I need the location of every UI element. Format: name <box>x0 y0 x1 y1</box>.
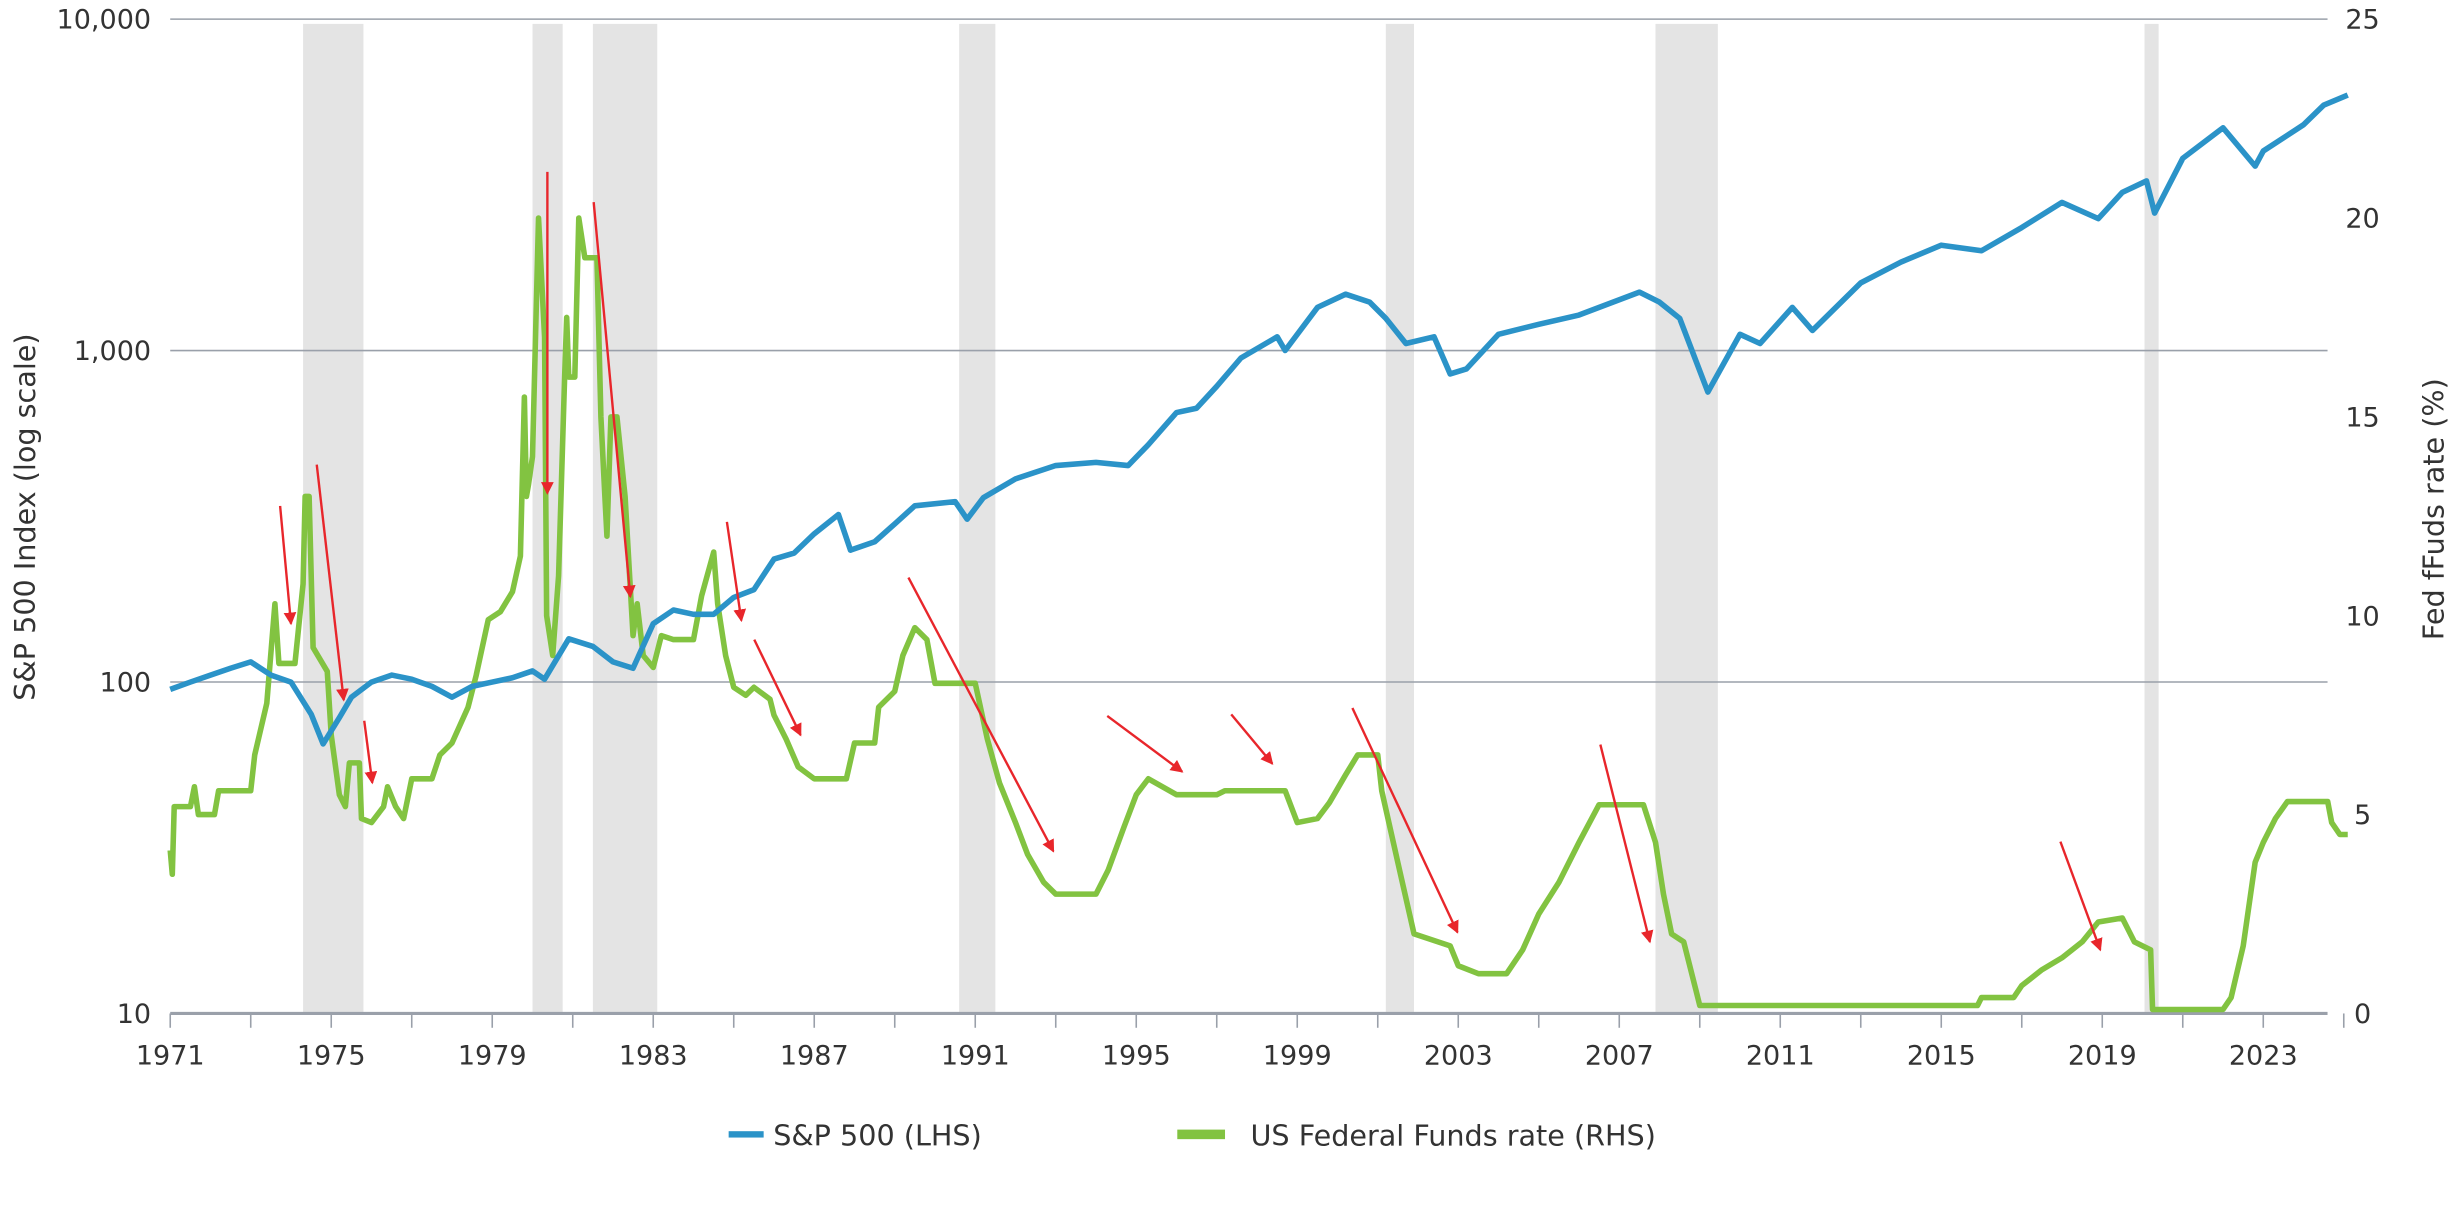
y-left-tick-label: 10,000 <box>57 5 152 36</box>
legend-swatch-sp500 <box>728 1131 764 1138</box>
x-tick-label: 1995 <box>1102 1040 1171 1071</box>
y-right-tick-label: 15 <box>2345 402 2379 433</box>
recession-band <box>1655 23 1718 1014</box>
annotation-arrow <box>907 576 1055 853</box>
y-right-tick-label: 10 <box>2345 601 2379 632</box>
y-right-tick-label: 0 <box>2354 999 2371 1030</box>
x-tick-label: 1979 <box>458 1040 527 1071</box>
x-tick-label: 1999 <box>1263 1040 1332 1071</box>
annotation-arrow <box>278 505 297 626</box>
annotation-arrow <box>315 464 349 702</box>
recession-band <box>1385 23 1414 1014</box>
x-tick-label: 2015 <box>1907 1040 1976 1071</box>
x-tick-label: 2023 <box>2229 1040 2298 1071</box>
legend-label-sp500: S&P 500 (LHS) <box>773 1119 982 1153</box>
annotation-arrow <box>592 201 636 599</box>
legend: S&P 500 (LHS) US Federal Funds rate (RHS… <box>728 1119 1656 1153</box>
x-tick-label: 1991 <box>941 1040 1010 1071</box>
recession-band <box>2144 23 2159 1014</box>
y-right-tick-label: 20 <box>2345 204 2379 235</box>
y-axis-right-label: Fed fFuds rate (%) <box>2417 378 2451 640</box>
gridlines <box>170 18 2328 1016</box>
series-lines <box>167 92 2349 1013</box>
y-right-tick-label: 25 <box>2345 5 2379 36</box>
x-tick-label: 2003 <box>1424 1040 1493 1071</box>
y-left-tick-label: 10 <box>117 999 151 1030</box>
axes: 10 100 1,000 10,000 0 5 10 15 20 25 1971 1975 1979 19… <box>57 5 2380 1072</box>
recession-shading <box>303 23 2159 1014</box>
annotation-arrow <box>2059 841 2103 952</box>
fedfunds-line <box>167 215 2348 1013</box>
x-tick-label: 1983 <box>619 1040 688 1071</box>
annotation-arrow <box>753 639 802 737</box>
recession-band <box>303 23 364 1014</box>
annotation-arrow <box>1351 707 1459 934</box>
x-tick-label: 2011 <box>1746 1040 1815 1071</box>
y-axis-left-label: S&P 500 Index (log scale) <box>8 333 42 700</box>
legend-swatch-fedfunds <box>1177 1129 1226 1140</box>
annotation-arrow <box>1230 713 1274 765</box>
annotation-arrow <box>1599 744 1654 944</box>
x-tick-label: 1975 <box>297 1040 366 1071</box>
sp500-line <box>169 92 2349 747</box>
x-tick-label: 1971 <box>136 1040 205 1071</box>
x-tick-label: 1987 <box>780 1040 849 1071</box>
legend-label-fedfunds: US Federal Funds rate (RHS) <box>1250 1119 1655 1153</box>
annotation-arrow <box>725 521 747 623</box>
annotation-arrow <box>1106 714 1184 773</box>
annotation-arrows <box>278 171 2103 952</box>
annotation-arrow <box>363 720 378 785</box>
y-left-tick-label: 100 <box>100 668 152 699</box>
y-right-tick-label: 5 <box>2354 800 2371 831</box>
x-tick-label: 2007 <box>1585 1040 1654 1071</box>
y-left-tick-label: 1,000 <box>74 336 151 367</box>
x-tick-label: 2019 <box>2068 1040 2137 1071</box>
